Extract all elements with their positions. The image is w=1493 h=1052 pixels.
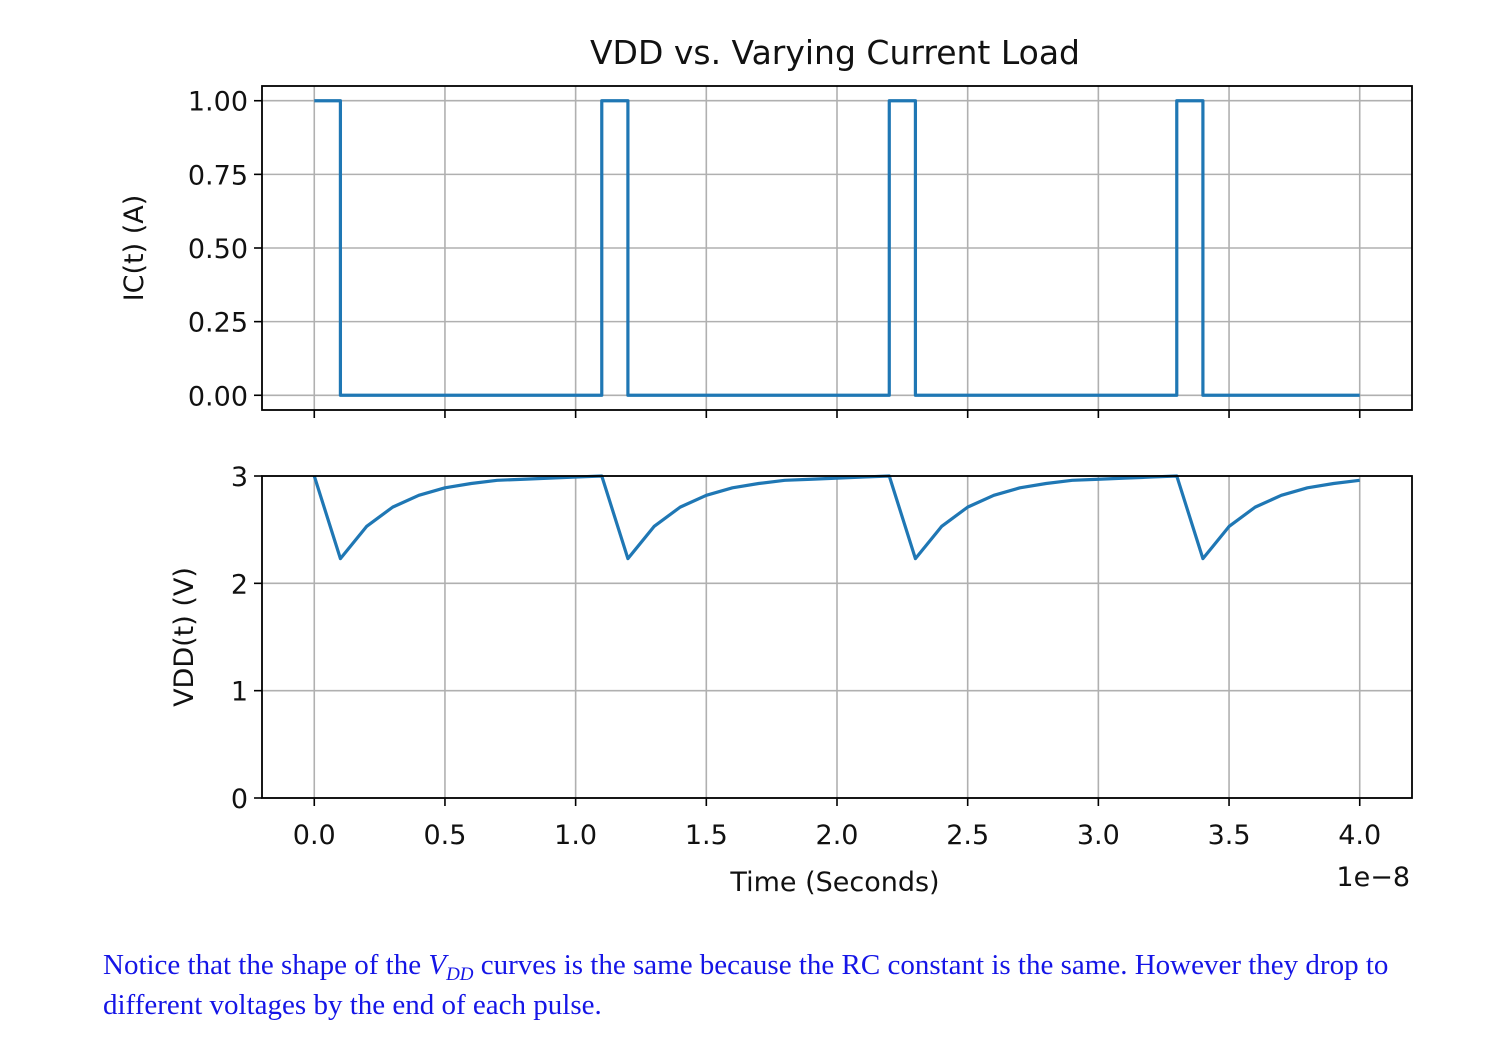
y-tick-label: 0.75: [188, 160, 248, 191]
y-tick-label: 0.00: [188, 381, 248, 412]
axes-frame: [261, 475, 1413, 799]
x-tick-label: 1.0: [554, 820, 597, 851]
y-tick-label: 3: [231, 462, 248, 493]
ic-subplot: 0.00 0.25 0.50 0.75 1.00 IC(t) (A): [119, 85, 1413, 418]
series-line: [312, 474, 1360, 561]
axes-frame: [261, 85, 1413, 411]
caption-math-base: V: [428, 949, 447, 981]
y-axis-label: VDD(t) (V): [169, 567, 200, 707]
y-tick-label: 0.50: [188, 234, 248, 265]
series-line: [314, 99, 1360, 397]
y-tick-label: 1: [231, 677, 248, 708]
caption-math-subscript: DD: [446, 964, 474, 985]
x-tick-label: 3.5: [1208, 820, 1251, 851]
y-tick-label: 2: [231, 569, 248, 600]
y-axis-label: IC(t) (A): [119, 195, 150, 302]
y-tick-label: 0: [231, 784, 248, 815]
caption-text-end: curves is the same because the RC consta…: [103, 949, 1389, 1021]
x-tick-label: 0.0: [293, 820, 336, 851]
y-tick-label: 1.00: [188, 87, 248, 118]
chart-title: VDD vs. Varying Current Load: [590, 33, 1080, 72]
x-axis-label: Time (Seconds): [729, 867, 939, 898]
x-tick-label: 1.5: [685, 820, 728, 851]
x-tick-label: 0.5: [423, 820, 466, 851]
vdd-subplot: 0.0 0.5 1.0 1.5 2.0 2.5 3.0 3.5 4.0 0 1 2 3 VDD(t) (V…: [169, 462, 1413, 851]
x-tick-label: 3.0: [1077, 820, 1120, 851]
figure: VDD vs. Varying Current Load 0.000.250.5…: [119, 33, 1413, 898]
caption: Notice that the shape of the VDD curves …: [103, 945, 1438, 1025]
y-tick-label: 0.25: [188, 308, 248, 339]
x-tick-label: 2.0: [816, 820, 859, 851]
x-offset-label: 1e−8: [1336, 862, 1410, 893]
caption-math-vdd: VDD: [428, 949, 473, 984]
x-tick-label: 4.0: [1338, 820, 1381, 851]
x-tick-label: 2.5: [946, 820, 989, 851]
caption-text-start: Notice that the shape of the: [103, 949, 429, 981]
